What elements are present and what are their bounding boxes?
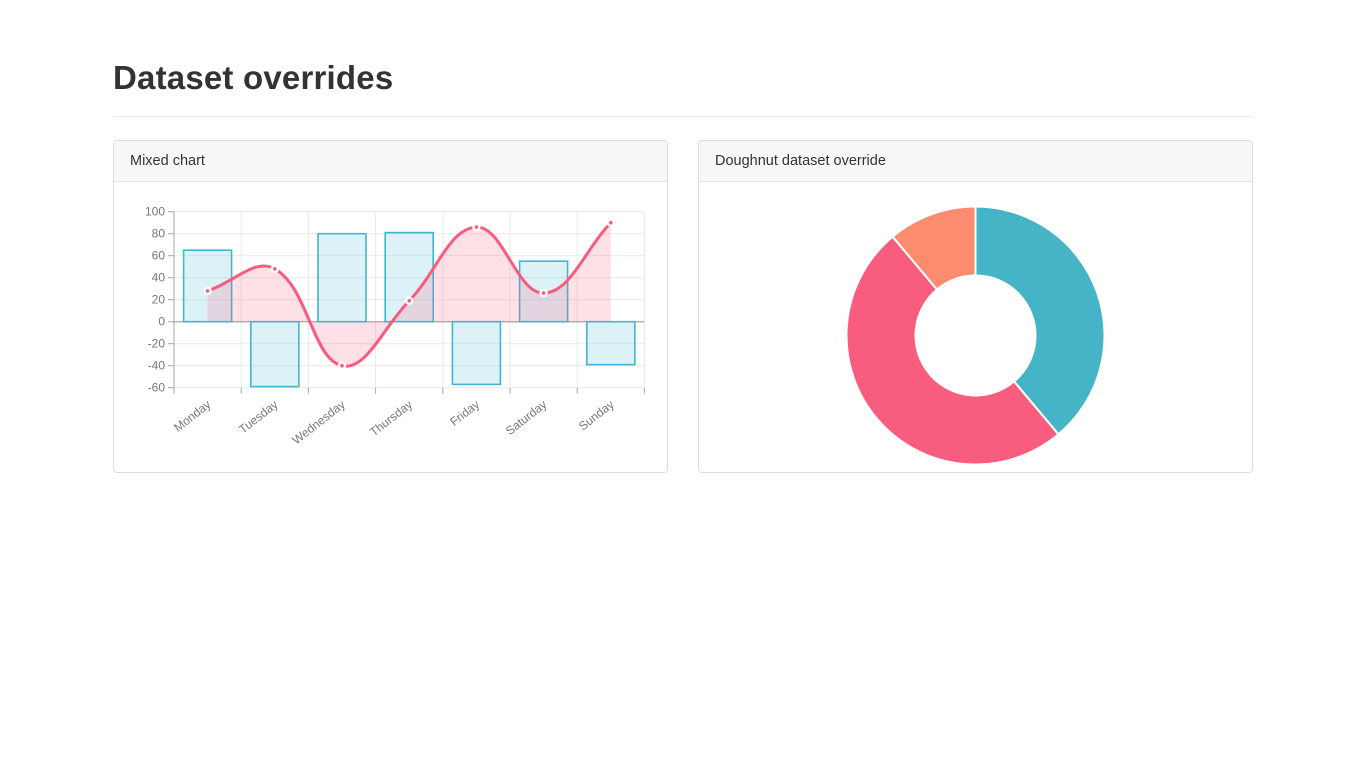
- y-tick-label: -20: [148, 337, 166, 351]
- mixed-chart-card-header: Mixed chart: [114, 141, 667, 182]
- doughnut-slice-3[interactable]: [891, 205, 977, 291]
- doughnut-chart-card: Doughnut dataset override: [698, 140, 1253, 473]
- bar-wednesday[interactable]: [317, 232, 367, 323]
- x-tick-label: Sunday: [576, 397, 617, 433]
- y-tick-label: 40: [152, 271, 166, 285]
- doughnut-slice-1[interactable]: [974, 205, 1106, 436]
- y-tick-label: 60: [152, 249, 166, 263]
- doughnut-slice-2[interactable]: [845, 235, 1060, 466]
- bar-thursday[interactable]: [384, 231, 435, 323]
- x-tick-label: Wednesday: [289, 397, 347, 447]
- mixed-chart-card: Mixed chart 100 80 60 40 20 0 -20 -40 -60 Monday T…: [113, 140, 668, 473]
- y-tick-label: 20: [152, 293, 166, 307]
- bar-tuesday[interactable]: [250, 320, 300, 388]
- bar-friday[interactable]: [451, 320, 502, 386]
- mixed-chart-card-body: 100 80 60 40 20 0 -20 -40 -60 Monday Tuesday Wednes…: [114, 182, 667, 472]
- bar-sunday[interactable]: [585, 320, 636, 366]
- y-tick-label: 0: [158, 315, 165, 329]
- content-container: Dataset overrides Mixed chart 100 80 60 40 2…: [113, 0, 1253, 473]
- line-point-thursday[interactable]: [407, 299, 412, 303]
- line-point-sunday[interactable]: [609, 220, 613, 225]
- line-point-friday[interactable]: [474, 225, 479, 229]
- line-point-monday[interactable]: [205, 289, 210, 293]
- y-tick-label: 100: [145, 205, 165, 219]
- line-point-wednesday[interactable]: [340, 363, 344, 368]
- x-tick-label: Tuesday: [236, 397, 281, 436]
- doughnut-chart-card-body: [699, 182, 1252, 472]
- bar-saturday[interactable]: [518, 260, 569, 323]
- bar-monday[interactable]: [182, 249, 233, 323]
- x-tick-label: Thursday: [367, 397, 415, 439]
- line-point-saturday[interactable]: [541, 291, 546, 295]
- doughnut-chart-canvas[interactable]: [708, 192, 1243, 473]
- doughnut-chart-card-title: Doughnut dataset override: [715, 153, 886, 169]
- x-tick-label: Saturday: [503, 397, 549, 438]
- page-title: Dataset overrides: [113, 59, 394, 96]
- x-tick-label: Monday: [171, 397, 213, 434]
- y-tick-label: -60: [148, 381, 166, 395]
- doughnut-chart-card-header: Doughnut dataset override: [699, 141, 1252, 182]
- charts-row: Mixed chart 100 80 60 40 20 0 -20 -40 -60 Monday T…: [113, 140, 1253, 473]
- line-area-fill: [207, 222, 611, 367]
- mixed-chart-canvas[interactable]: 100 80 60 40 20 0 -20 -40 -60 Monday Tuesday Wednes…: [123, 192, 658, 473]
- x-tick-label: Friday: [447, 397, 482, 429]
- line-point-tuesday[interactable]: [273, 267, 277, 271]
- mixed-chart-card-title: Mixed chart: [130, 153, 205, 169]
- title-divider: [113, 116, 1253, 117]
- y-tick-label: -40: [148, 359, 166, 373]
- y-tick-label: 80: [152, 227, 166, 241]
